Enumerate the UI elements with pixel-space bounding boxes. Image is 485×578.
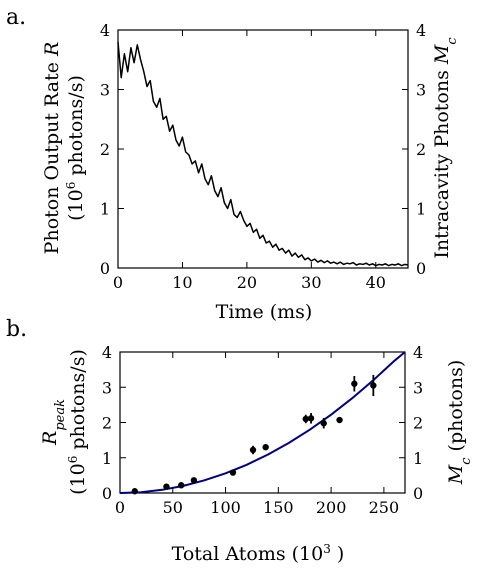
panel-a-ylabel-left-line2: (106 photons/s) bbox=[64, 75, 87, 221]
panel-b-data-point bbox=[336, 416, 343, 424]
panel-b-ticks: 0 50 100 150 200 250 0 1 2 3 4 0 1 2 3 4 bbox=[102, 343, 423, 517]
panel-a: a. Photon Output Rate R (106 photons/s) … bbox=[6, 5, 460, 323]
panel-b-data-point bbox=[370, 382, 377, 389]
panel-a-ytick-right-label: 3 bbox=[416, 81, 426, 100]
panel-a-xtick-label: 10 bbox=[172, 273, 192, 292]
panel-b-data-point bbox=[131, 488, 138, 495]
panel-a-xtick-label: 0 bbox=[113, 273, 123, 292]
panel-b-ytick-left-label: 2 bbox=[102, 414, 112, 433]
panel-a-ytick-left-label: 2 bbox=[100, 140, 110, 159]
panel-a-ytick-left-label: 4 bbox=[100, 21, 110, 40]
panel-b-ytick-right-label: 0 bbox=[413, 484, 423, 503]
panel-b-data-point bbox=[163, 483, 170, 490]
panel-b-xtick-label: 150 bbox=[263, 498, 294, 517]
panel-a-xtick-label: 20 bbox=[237, 273, 257, 292]
panel-b-data-point bbox=[320, 420, 327, 427]
panel-b-fit-curve bbox=[119, 351, 406, 494]
panel-b-tag: b. bbox=[6, 317, 27, 342]
panel-b-data-points bbox=[131, 374, 377, 495]
panel-b-data-point bbox=[351, 380, 358, 387]
panel-a-xtick-label: 30 bbox=[301, 273, 321, 292]
panel-b-ytick-right-label: 4 bbox=[413, 343, 423, 362]
panel-b-xlabel: Total Atoms (103 ) bbox=[172, 542, 345, 565]
panel-a-ylabel-right: Intracavity Photons Mc bbox=[431, 37, 460, 259]
panel-a-tag: a. bbox=[6, 5, 26, 30]
panel-b-ytick-left-label: 0 bbox=[102, 484, 112, 503]
panel-b-ytick-left-label: 3 bbox=[102, 378, 112, 397]
panel-b-xtick-label: 100 bbox=[210, 498, 241, 517]
panel-b-xtick-label: 250 bbox=[369, 498, 400, 517]
panel-a-ytick-left-label: 0 bbox=[100, 259, 110, 278]
panel-a-ytick-left-label: 3 bbox=[100, 81, 110, 100]
panel-b-data-point bbox=[249, 446, 257, 454]
panel-b-ylabel-right: Mc (photons) bbox=[445, 360, 474, 486]
panel-a-ytick-right-label: 0 bbox=[416, 259, 426, 278]
panel-a-ytick-right-label: 2 bbox=[416, 140, 426, 159]
panel-b-data-point bbox=[302, 415, 309, 423]
panel-b-data-point bbox=[262, 443, 269, 451]
panel-b-ytick-left-label: 1 bbox=[102, 449, 112, 468]
panel-b-ytick-right-label: 1 bbox=[413, 449, 423, 468]
panel-b-data-point bbox=[229, 469, 237, 476]
panel-b-ylabel-left-line1: Rpeak bbox=[39, 399, 68, 446]
panel-b-ylabel-left-line2: (106 photons/s) bbox=[66, 349, 89, 495]
panel-b-data-point bbox=[190, 477, 198, 484]
panel-b-ytick-right-label: 2 bbox=[413, 414, 423, 433]
panel-b-xtick-label: 200 bbox=[316, 498, 347, 517]
panel-a-plot-frame bbox=[117, 29, 409, 269]
panel-b-xtick-label: 50 bbox=[163, 498, 183, 517]
panel-b-data-point bbox=[178, 482, 185, 489]
panel-a-series-line bbox=[117, 41, 409, 267]
panel-a-xtick-label: 40 bbox=[366, 273, 386, 292]
panel-b: b. Rpeak (106 photons/s) Mc (photons) 0 5… bbox=[6, 317, 474, 565]
panel-b-ytick-left-label: 4 bbox=[102, 343, 112, 362]
panel-a-ytick-left-label: 1 bbox=[100, 200, 110, 219]
panel-a-ytick-right-label: 1 bbox=[416, 200, 426, 219]
panel-b-xtick-label: 0 bbox=[115, 498, 125, 517]
panel-a-ytick-right-label: 4 bbox=[416, 21, 426, 40]
panel-b-plot-frame bbox=[119, 351, 406, 494]
panel-a-xlabel: Time (ms) bbox=[216, 301, 313, 323]
panel-b-data-point bbox=[307, 415, 315, 422]
panel-a-ylabel-left-line1: Photon Output Rate R bbox=[41, 42, 63, 255]
panel-b-ytick-right-label: 3 bbox=[413, 378, 423, 397]
